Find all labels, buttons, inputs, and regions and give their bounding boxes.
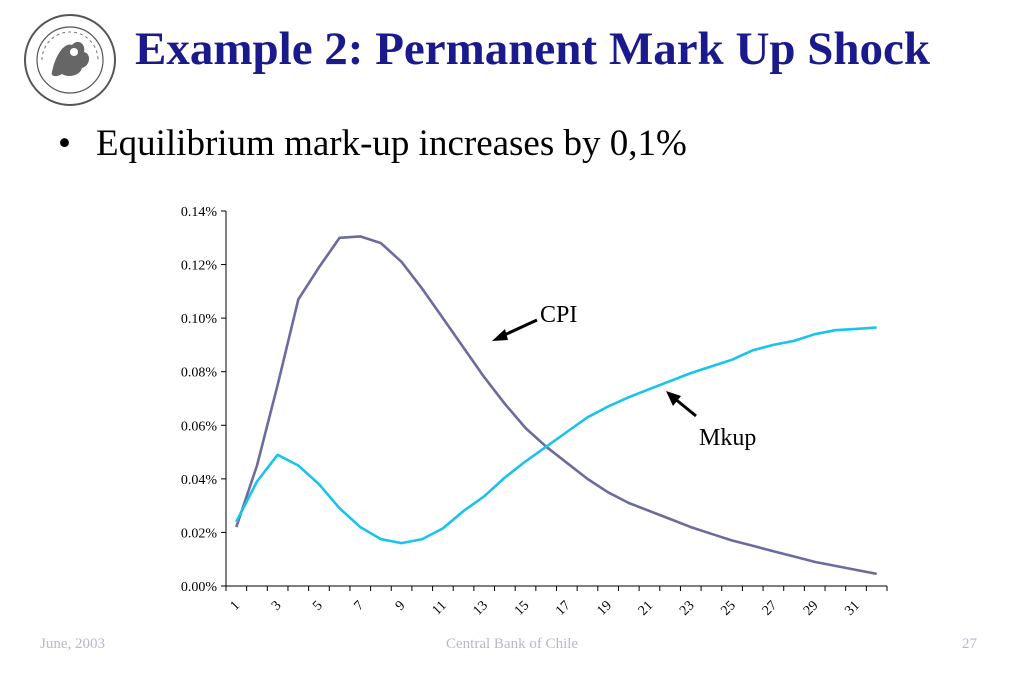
bullet-dot: • xyxy=(58,123,71,164)
x-tick-label: 25 xyxy=(718,598,739,619)
x-tick-label: 19 xyxy=(594,598,615,619)
x-tick-label: 15 xyxy=(512,598,533,619)
x-tick-label: 3 xyxy=(269,598,285,614)
y-tick-label: 0.12% xyxy=(181,259,218,274)
bullet-text: Equilibrium mark-up increases by 0,1% xyxy=(96,123,687,164)
x-tick-label: 17 xyxy=(553,598,574,619)
y-tick-label: 0.04% xyxy=(181,473,218,488)
x-tick-label: 13 xyxy=(471,598,492,619)
y-tick-label: 0.08% xyxy=(181,366,218,381)
series-line-cpi xyxy=(235,235,877,576)
cpi-arrow-head xyxy=(492,329,508,341)
bullet-item: • Equilibrium mark-up increases by 0,1% xyxy=(58,122,687,165)
chart-series xyxy=(235,235,877,576)
x-tick-label: 29 xyxy=(801,598,822,619)
y-tick-label: 0.00% xyxy=(181,580,218,595)
slide-title: Example 2: Permanent Mark Up Shock xyxy=(135,23,931,75)
y-tick-label: 0.02% xyxy=(181,526,218,541)
y-tick-label: 0.06% xyxy=(181,419,218,434)
chart-annotations: CPI Mkup xyxy=(492,302,756,451)
mkup-arrow-shaft xyxy=(673,396,697,418)
y-tick-label: 0.10% xyxy=(181,312,218,327)
footer-date: June, 2003 xyxy=(40,636,105,652)
mkup-arrow-head xyxy=(666,391,681,406)
x-tick-label: 1 xyxy=(228,598,244,614)
x-tick-label: 9 xyxy=(393,598,409,614)
x-tick-label: 11 xyxy=(430,598,450,618)
x-tick-label: 5 xyxy=(310,598,326,614)
y-tick-label: 0.14% xyxy=(181,205,218,220)
x-tick-label: 21 xyxy=(636,598,657,619)
x-tick-label: 27 xyxy=(760,598,781,619)
x-tick-label: 7 xyxy=(352,598,368,614)
cpi-annotation-label: CPI xyxy=(540,302,577,328)
chart-axes: 0.00% 0.02% 0.04% 0.06% 0.08% 0.10% 0.12% 0.14%… xyxy=(181,205,888,619)
footer-org: Central Bank of Chile xyxy=(446,636,579,652)
central-bank-seal-logo xyxy=(24,14,116,106)
series-line-mkup xyxy=(235,326,877,545)
mkup-annotation-label: Mkup xyxy=(699,425,756,451)
x-tick-label: 23 xyxy=(677,598,698,619)
footer-page-number: 27 xyxy=(962,636,977,652)
x-tick-label: 31 xyxy=(842,598,863,619)
